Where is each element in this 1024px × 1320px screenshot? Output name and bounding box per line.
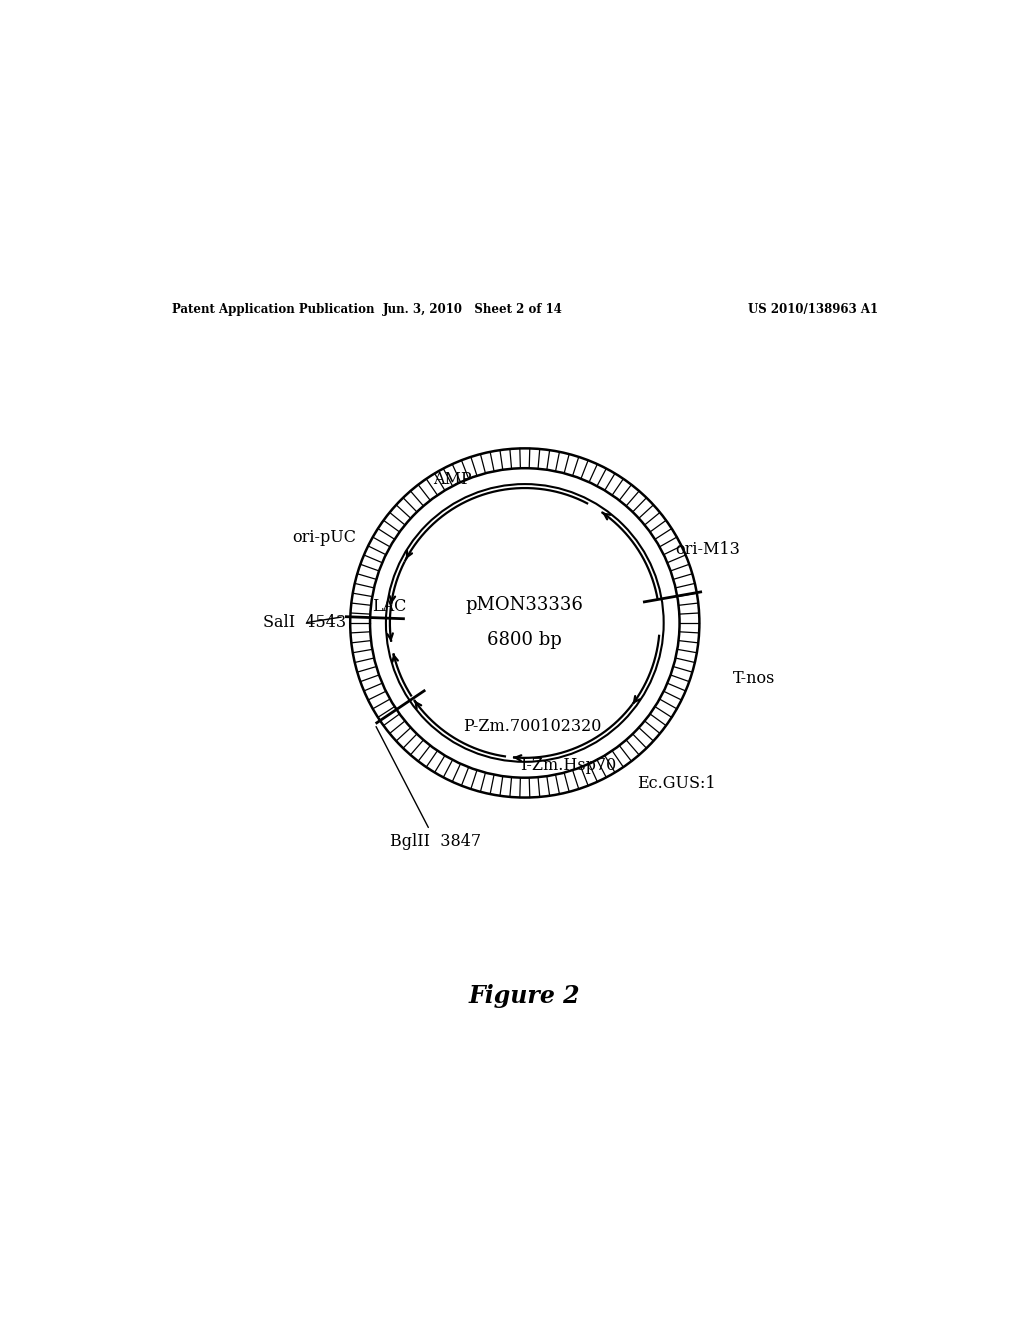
Text: SalI  4543: SalI 4543 — [263, 614, 346, 631]
Text: Jun. 3, 2010   Sheet 2 of 14: Jun. 3, 2010 Sheet 2 of 14 — [383, 304, 563, 315]
Text: Figure 2: Figure 2 — [469, 983, 581, 1008]
Text: US 2010/138963 A1: US 2010/138963 A1 — [748, 304, 878, 315]
Text: pMON33336: pMON33336 — [466, 597, 584, 615]
Text: AMP: AMP — [433, 471, 471, 488]
Text: P-Zm.700102320: P-Zm.700102320 — [464, 718, 602, 735]
Text: BglII  3847: BglII 3847 — [376, 726, 481, 850]
Text: ori-M13: ori-M13 — [675, 541, 739, 558]
Text: Patent Application Publication: Patent Application Publication — [172, 304, 374, 315]
Text: T-nos: T-nos — [732, 671, 775, 688]
Text: 6800 bp: 6800 bp — [487, 631, 562, 649]
Text: ori-pUC: ori-pUC — [293, 529, 356, 545]
Text: I-Zm.Hsp70: I-Zm.Hsp70 — [520, 758, 616, 775]
Text: LAC: LAC — [372, 598, 407, 615]
Text: Ec.GUS:1: Ec.GUS:1 — [637, 775, 716, 792]
